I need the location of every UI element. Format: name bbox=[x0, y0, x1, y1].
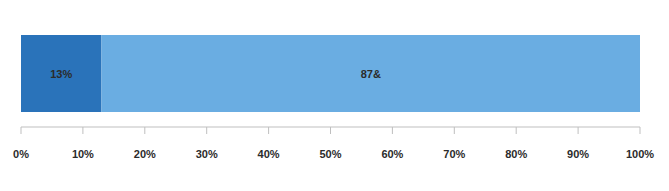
tick-mark bbox=[454, 127, 455, 134]
tick-label: 70% bbox=[443, 148, 465, 160]
chart: 13% 87&0% 10% 20% 30% 40% 50% 60% 70% 80% 90% 100% bbox=[0, 0, 669, 191]
tick-mark bbox=[330, 127, 331, 134]
tick-mark bbox=[640, 127, 641, 134]
data-labels: 13% 87& bbox=[50, 68, 381, 80]
tick-mark bbox=[21, 127, 22, 134]
tick-label: 90% bbox=[567, 148, 589, 160]
tick-mark bbox=[516, 127, 517, 134]
tick-mark bbox=[206, 127, 207, 134]
tick-mark bbox=[392, 127, 393, 134]
tick-label: 80% bbox=[505, 148, 527, 160]
tick-label: 40% bbox=[258, 148, 280, 160]
bar-segment bbox=[101, 35, 640, 112]
tick-mark bbox=[144, 127, 145, 134]
tick-mark bbox=[82, 127, 83, 134]
x-axis: 0% 10% 20% 30% 40% 50% 60% 70% 80% 90% 100% bbox=[13, 127, 654, 160]
data-label: 87& bbox=[361, 68, 381, 80]
tick-label: 30% bbox=[196, 148, 218, 160]
tick-label: 60% bbox=[381, 148, 403, 160]
bar-segment bbox=[21, 35, 101, 112]
tick-label: 20% bbox=[134, 148, 156, 160]
tick-label: 0% bbox=[13, 148, 29, 160]
tick-label: 100% bbox=[626, 148, 654, 160]
tick-mark bbox=[578, 127, 579, 134]
tick-label: 10% bbox=[72, 148, 94, 160]
tick-mark bbox=[268, 127, 269, 134]
tick-label: 50% bbox=[319, 148, 341, 160]
bars bbox=[21, 35, 640, 112]
data-label: 13% bbox=[50, 68, 72, 80]
